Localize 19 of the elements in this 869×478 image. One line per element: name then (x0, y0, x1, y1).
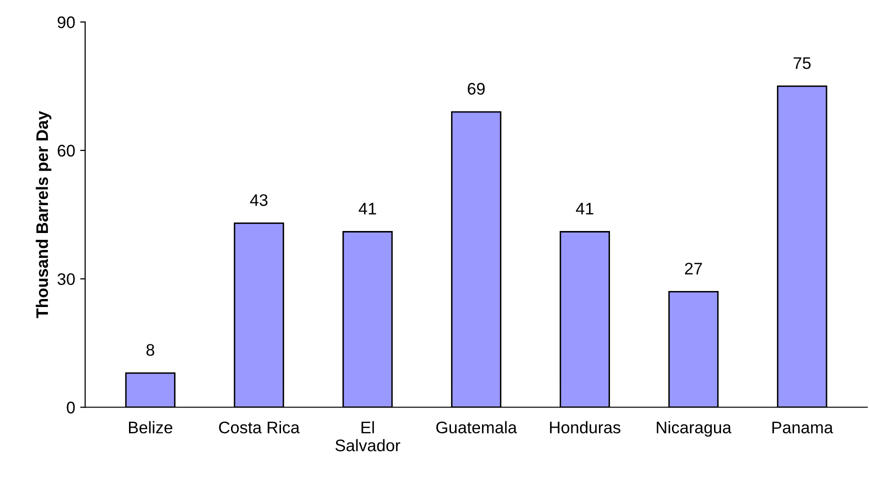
y-tick-label: 60 (58, 144, 75, 157)
y-axis-title: Thousand Barrels per Day (36, 110, 52, 318)
y-tick-label: 0 (66, 402, 75, 414)
data-label: 41 (576, 202, 594, 214)
data-label: 69 (468, 82, 485, 95)
data-label: 27 (685, 262, 702, 274)
data-label: 41 (358, 202, 376, 214)
x-tick-label: Panama (772, 422, 834, 434)
y-tick-label: 30 (58, 273, 75, 286)
x-tick-label: Costa Rica (219, 421, 300, 434)
x-tick-label: El Salvador (335, 421, 400, 452)
x-tick-label: Guatemala (436, 421, 517, 434)
data-label: 8 (146, 344, 154, 356)
x-tick-label: Belize (129, 421, 172, 434)
y-tick-label: 90 (58, 16, 75, 28)
data-label: 43 (250, 194, 268, 206)
data-label: 75 (794, 57, 811, 70)
x-tick-label: Nicaragua (656, 421, 732, 437)
x-tick-label: Honduras (550, 421, 620, 434)
